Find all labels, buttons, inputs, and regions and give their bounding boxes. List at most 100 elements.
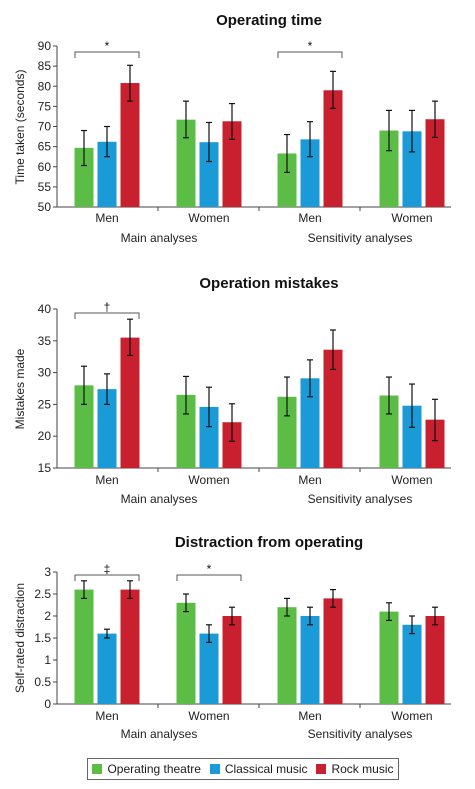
legend-item-classical-music: Classical music	[209, 762, 308, 776]
y-tick-label: 3	[44, 565, 51, 579]
y-tick-label: 25	[38, 397, 52, 411]
bar-classical-music	[97, 633, 117, 704]
bar-operating-theatre	[379, 130, 399, 207]
y-tick-label: 90	[38, 39, 52, 53]
bar-rock-music	[222, 121, 242, 207]
bar-classical-music	[300, 616, 320, 704]
bar-operating-theatre	[277, 153, 297, 207]
bar-operating-theatre	[277, 607, 297, 704]
y-axis-label: Time taken (seconds)	[13, 70, 27, 185]
significance-bracket	[176, 574, 242, 581]
legend-swatch-operating-theatre	[92, 764, 103, 774]
significance-bracket	[74, 51, 140, 58]
y-tick-label: 1.5	[34, 631, 51, 645]
chart-title: Operation mistakes	[199, 275, 338, 292]
x-tick-label: Women	[391, 211, 432, 225]
significance-marker: *	[308, 39, 313, 53]
bar-rock-music	[120, 337, 140, 468]
bar-rock-music	[222, 422, 242, 468]
y-tick-label: 30	[38, 366, 52, 380]
bar-classical-music	[97, 389, 117, 468]
bar-rock-music	[425, 616, 445, 704]
significance-marker: ‡	[104, 562, 111, 576]
y-tick-label: 0.5	[34, 675, 51, 689]
bar-rock-music	[120, 83, 140, 207]
x-tick-label: Women	[188, 709, 229, 723]
y-tick-label: 65	[38, 140, 52, 154]
group-label: Sensitivity analyses	[308, 231, 413, 245]
bar-operating-theatre	[74, 385, 94, 468]
x-tick-label: Men	[95, 473, 118, 487]
y-tick-label: 70	[38, 120, 52, 134]
bar-operating-theatre	[176, 119, 196, 207]
group-label: Main analyses	[121, 492, 198, 506]
group-label: Main analyses	[121, 231, 198, 245]
x-tick-label: Men	[298, 709, 321, 723]
x-tick-label: Men	[298, 211, 321, 225]
bar-operating-theatre	[277, 396, 297, 468]
x-tick-label: Women	[188, 473, 229, 487]
bar-rock-music	[120, 589, 140, 704]
bar-operating-theatre	[176, 602, 196, 704]
y-tick-label: 15	[38, 461, 52, 475]
group-label: Sensitivity analyses	[308, 727, 413, 741]
significance-bracket	[74, 574, 140, 581]
legend-item-rock-music: Rock music	[316, 762, 393, 776]
y-tick-label: 0	[44, 697, 51, 711]
y-tick-label: 20	[38, 429, 52, 443]
bar-rock-music	[425, 119, 445, 207]
legend-label-operating-theatre: Operating theatre	[107, 762, 201, 776]
y-tick-label: 35	[38, 334, 52, 348]
y-tick-label: 75	[38, 99, 52, 113]
chart-title: Distraction from operating	[175, 534, 363, 551]
legend-label-rock-music: Rock music	[331, 762, 394, 776]
bar-rock-music	[222, 616, 242, 704]
y-tick-label: 55	[38, 180, 52, 194]
y-tick-label: 1	[44, 653, 51, 667]
bar-operating-theatre	[74, 147, 94, 207]
bar-classical-music	[97, 141, 117, 207]
bar-classical-music	[199, 142, 219, 207]
y-tick-label: 40	[38, 302, 52, 316]
legend-swatch-rock-music	[316, 764, 327, 774]
x-tick-label: Men	[95, 709, 118, 723]
chart-title: Operating time	[216, 12, 322, 29]
bar-rock-music	[323, 598, 343, 704]
x-tick-label: Women	[391, 473, 432, 487]
bar-operating-theatre	[74, 589, 94, 704]
significance-marker: †	[104, 300, 111, 314]
bar-classical-music	[300, 139, 320, 207]
group-label: Sensitivity analyses	[308, 492, 413, 506]
bar-operating-theatre	[379, 395, 399, 468]
bar-operating-theatre	[176, 394, 196, 468]
y-tick-label: 50	[38, 200, 52, 214]
bar-classical-music	[402, 131, 422, 207]
bar-classical-music	[199, 633, 219, 704]
x-tick-label: Men	[298, 473, 321, 487]
x-tick-label: Women	[188, 211, 229, 225]
bar-rock-music	[323, 349, 343, 468]
y-tick-label: 2	[44, 609, 51, 623]
x-tick-label: Men	[95, 211, 118, 225]
y-tick-label: 2.5	[34, 587, 51, 601]
legend: Operating theatre Classical music Rock m…	[87, 758, 399, 780]
legend-label-classical-music: Classical music	[224, 762, 308, 776]
x-tick-label: Women	[391, 709, 432, 723]
significance-marker: *	[105, 39, 110, 53]
y-axis-label: Mistakes made	[13, 348, 27, 429]
bar-classical-music	[199, 406, 219, 468]
group-label: Main analyses	[121, 727, 198, 741]
bar-classical-music	[300, 378, 320, 468]
significance-bracket	[74, 312, 140, 319]
y-tick-label: 85	[38, 59, 52, 73]
bar-classical-music	[402, 405, 422, 468]
significance-bracket	[277, 51, 343, 58]
significance-marker: *	[207, 562, 212, 576]
bar-classical-music	[402, 624, 422, 704]
charts-figure: Operating time Time taken (seconds) 50 55 60…	[13, 12, 451, 741]
legend-swatch-classical-music	[209, 764, 220, 774]
bar-rock-music	[425, 419, 445, 468]
y-tick-label: 60	[38, 160, 52, 174]
bar-rock-music	[323, 90, 343, 207]
y-tick-label: 80	[38, 79, 52, 93]
